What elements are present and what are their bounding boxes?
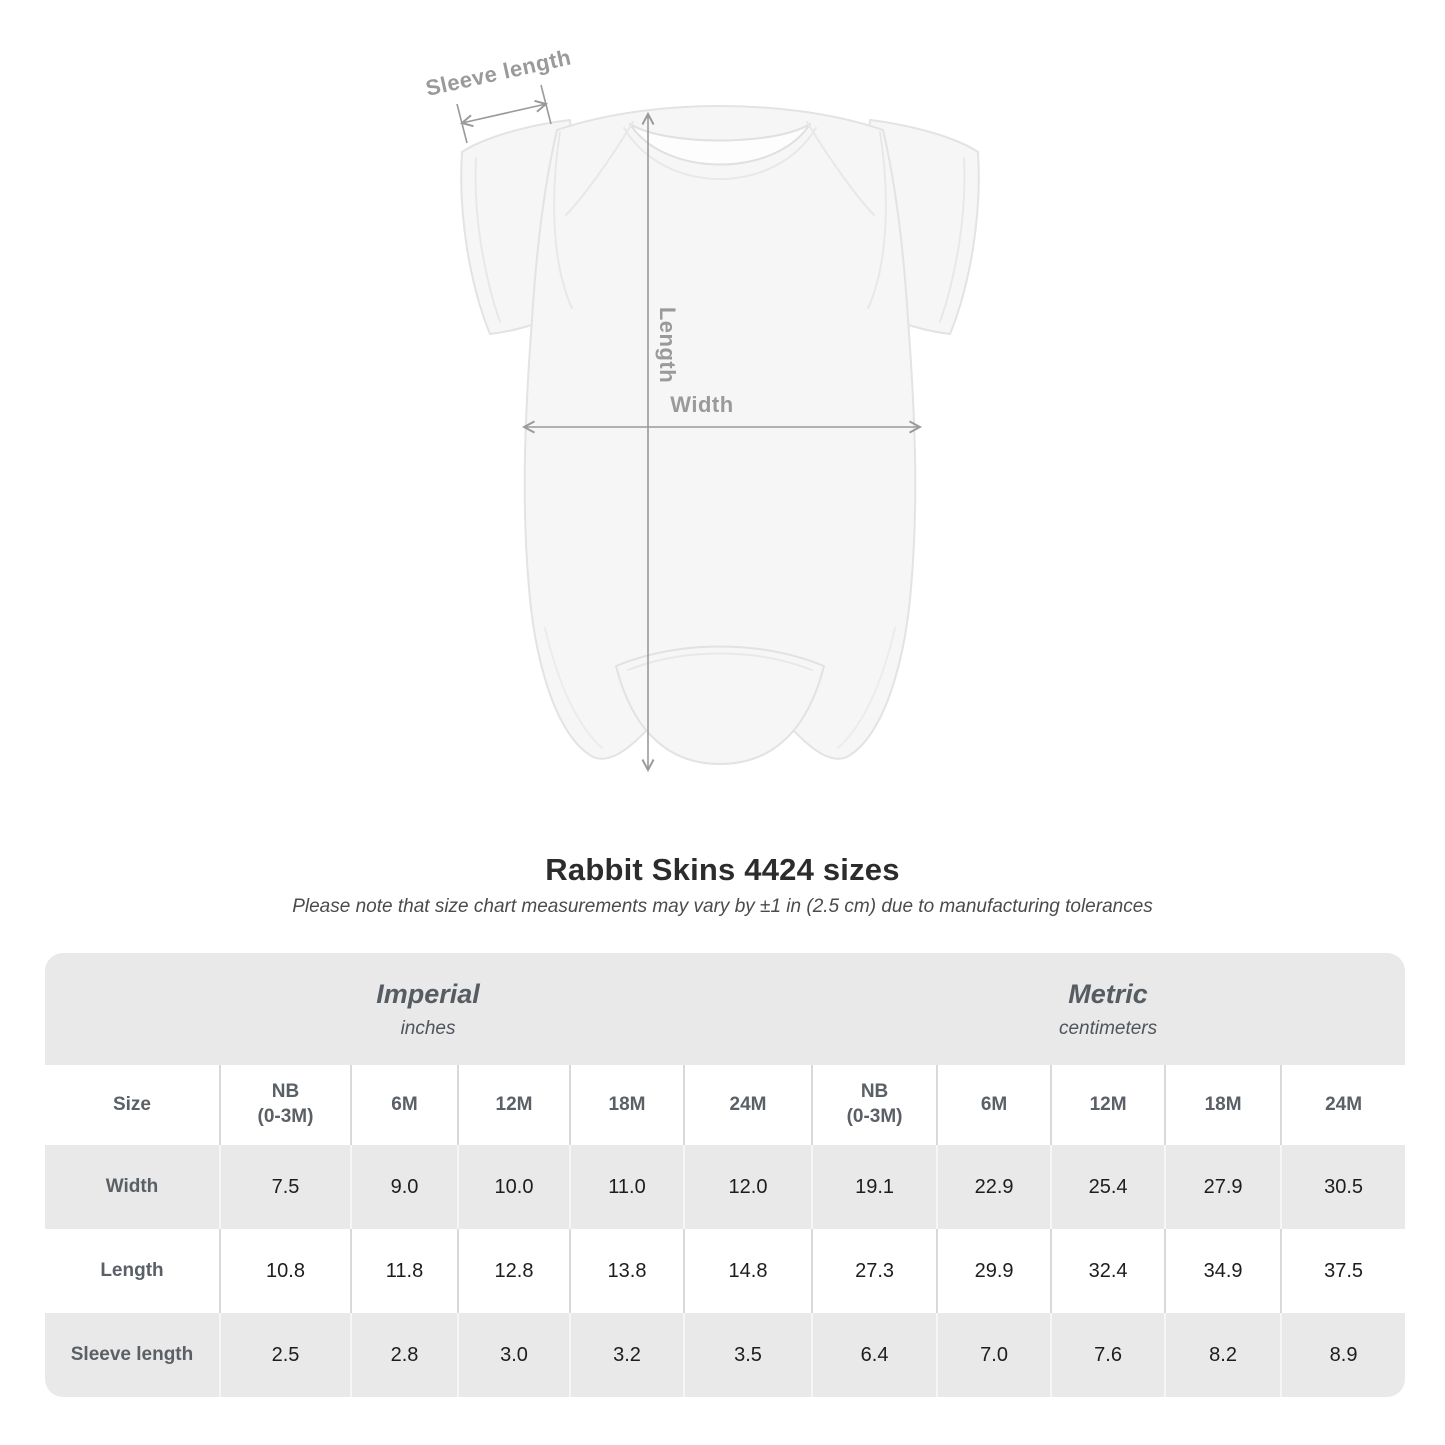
lap-shoulder-seam bbox=[565, 121, 634, 216]
heading: Rabbit Skins 4424 sizes Please note that… bbox=[0, 852, 1445, 918]
width-label: Width bbox=[670, 392, 733, 417]
row-label: Width bbox=[45, 1145, 219, 1229]
imperial-group-header: Imperial inches bbox=[45, 953, 812, 1065]
sleeve-length-tick bbox=[540, 84, 552, 125]
seam-line bbox=[474, 157, 501, 323]
value-cell: 32.4 bbox=[1050, 1229, 1165, 1313]
value-cell: 3.5 bbox=[683, 1313, 812, 1397]
column-header-24m-imperial: 24M bbox=[683, 1065, 812, 1145]
value-cell: 29.9 bbox=[936, 1229, 1051, 1313]
seam-line bbox=[867, 131, 887, 309]
value-cell: 6.4 bbox=[811, 1313, 937, 1397]
column-header-12m-metric: 12M bbox=[1050, 1065, 1165, 1145]
seam-line bbox=[544, 627, 603, 749]
column-header-6m-metric: 6M bbox=[936, 1065, 1051, 1145]
column-header-18m-imperial: 18M bbox=[569, 1065, 683, 1145]
value-cell: 8.2 bbox=[1164, 1313, 1281, 1397]
column-header-6m-imperial: 6M bbox=[350, 1065, 457, 1145]
value-cell: 19.1 bbox=[811, 1145, 937, 1229]
value-cell: 7.6 bbox=[1050, 1313, 1165, 1397]
row-label: Sleeve length bbox=[45, 1313, 219, 1397]
value-cell: 11.8 bbox=[350, 1229, 457, 1313]
size-table: Imperial inches Metric centimeters Size … bbox=[45, 953, 1406, 1397]
table-row-width: Width 7.5 9.0 10.0 11.0 12.0 19.1 22.9 2… bbox=[45, 1145, 1406, 1229]
seam-line bbox=[939, 157, 966, 323]
metric-group-header: Metric centimeters bbox=[811, 953, 1406, 1065]
value-cell: 7.0 bbox=[936, 1313, 1051, 1397]
column-header-18m-metric: 18M bbox=[1164, 1065, 1281, 1145]
metric-label: Metric bbox=[1068, 978, 1148, 1009]
size-column-header: Size bbox=[45, 1065, 219, 1145]
value-cell: 12.0 bbox=[683, 1145, 812, 1229]
sleeve-length-arrow bbox=[459, 99, 549, 128]
imperial-label: Imperial bbox=[376, 978, 480, 1009]
value-cell: 11.0 bbox=[569, 1145, 683, 1229]
column-header-12m-imperial: 12M bbox=[457, 1065, 569, 1145]
value-cell: 10.0 bbox=[457, 1145, 569, 1229]
lap-shoulder-seam bbox=[806, 121, 875, 216]
table-row-sleeve-length: Sleeve length 2.5 2.8 3.0 3.2 3.5 6.4 7.… bbox=[45, 1313, 1406, 1397]
seam-line bbox=[837, 627, 896, 749]
neck-opening bbox=[629, 123, 811, 166]
value-cell: 30.5 bbox=[1280, 1145, 1406, 1229]
value-cell: 12.8 bbox=[457, 1229, 569, 1313]
value-cell: 25.4 bbox=[1050, 1145, 1165, 1229]
column-header-24m-metric: 24M bbox=[1280, 1065, 1406, 1145]
seam-line bbox=[553, 131, 573, 309]
sleeve-length-tick bbox=[456, 103, 468, 144]
value-cell: 8.9 bbox=[1280, 1313, 1406, 1397]
value-cell: 37.5 bbox=[1280, 1229, 1406, 1313]
value-cell: 7.5 bbox=[219, 1145, 350, 1229]
crotch-flap bbox=[615, 645, 825, 765]
value-cell: 3.0 bbox=[457, 1313, 569, 1397]
column-header-row: Size NB (0-3M) 6M 12M 18M 24M NB (0-3M) … bbox=[45, 1065, 1406, 1145]
row-label: Length bbox=[45, 1229, 219, 1313]
column-header-nb-imperial: NB (0-3M) bbox=[219, 1065, 350, 1145]
value-cell: 27.3 bbox=[811, 1229, 937, 1313]
value-cell: 22.9 bbox=[936, 1145, 1051, 1229]
length-label: Length bbox=[655, 307, 680, 383]
onesie-graphic bbox=[460, 105, 980, 765]
value-cell: 3.2 bbox=[569, 1313, 683, 1397]
value-cell: 2.8 bbox=[350, 1313, 457, 1397]
page-title: Rabbit Skins 4424 sizes bbox=[545, 852, 900, 887]
value-cell: 34.9 bbox=[1164, 1229, 1281, 1313]
dimension-annotations bbox=[456, 84, 923, 773]
column-header-nb-metric: NB (0-3M) bbox=[811, 1065, 937, 1145]
table-row-length: Length 10.8 11.8 12.8 13.8 14.8 27.3 29.… bbox=[45, 1229, 1406, 1313]
onesie-illustration: Sleeve length Length Width bbox=[423, 44, 980, 773]
value-cell: 10.8 bbox=[219, 1229, 350, 1313]
sleeve-length-label: Sleeve length bbox=[423, 44, 573, 101]
value-cell: 9.0 bbox=[350, 1145, 457, 1229]
value-cell: 13.8 bbox=[569, 1229, 683, 1313]
unit-group-row: Imperial inches Metric centimeters bbox=[45, 953, 1406, 1065]
value-cell: 2.5 bbox=[219, 1313, 350, 1397]
tolerance-note: Please note that size chart measurements… bbox=[292, 896, 1153, 917]
imperial-unit: inches bbox=[400, 1017, 456, 1039]
value-cell: 14.8 bbox=[683, 1229, 812, 1313]
metric-unit: centimeters bbox=[1058, 1017, 1158, 1039]
value-cell: 27.9 bbox=[1164, 1145, 1281, 1229]
